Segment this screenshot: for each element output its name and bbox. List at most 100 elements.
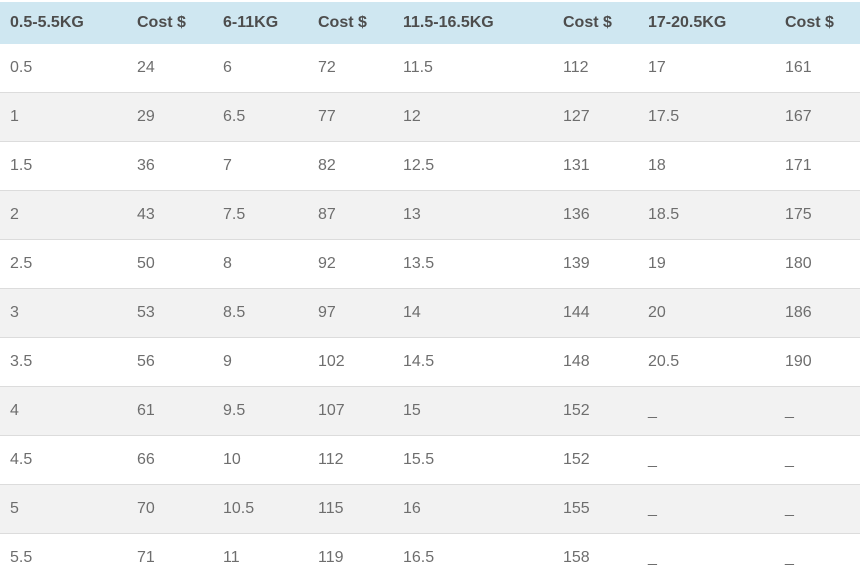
table-cell: 18.5 (638, 190, 775, 240)
table-cell: 6.5 (213, 92, 308, 142)
table-cell: 72 (318, 59, 336, 76)
table-cell: 77 (308, 92, 393, 142)
column-header-4: 11.5-16.5KG (393, 2, 553, 44)
table-cell: _ (775, 484, 860, 534)
table-cell: 17.5 (638, 92, 775, 142)
column-header-5: Cost $ (553, 2, 638, 44)
table-cell: 19 (638, 239, 775, 289)
table-cell: 15.5 (393, 435, 553, 485)
table-cell: 7 (213, 141, 308, 191)
table-cell: 13.5 (393, 239, 553, 289)
table-cell: 13 (393, 190, 553, 240)
table-cell: 5.5 (0, 533, 127, 582)
table-cell: 131 (553, 141, 638, 191)
table-cell: 115 (308, 484, 393, 534)
table-cell: 1.5 (0, 141, 127, 191)
table-cell: 171 (775, 141, 860, 191)
table-cell: 14 (393, 288, 553, 338)
table-cell: 112 (308, 435, 393, 485)
table-cell: 158 (553, 533, 638, 582)
table-cell: _ (775, 435, 860, 485)
table-cell: 53 (127, 288, 213, 338)
table-cell: 1 (0, 92, 127, 142)
table-cell: 9.5 (213, 386, 308, 436)
table-row-0: 0.5 24 6 72 11.5 112 17 161 (0, 44, 860, 93)
table-row-4: 2.5 50 8 92 13.5 139 19 180 (0, 239, 860, 289)
table-cell: 70 (127, 484, 213, 534)
table-cell: 11.5 (403, 59, 433, 76)
table-cell: 12.5 (393, 141, 553, 191)
table-cell: 167 (775, 92, 860, 142)
table-cell: 190 (775, 337, 860, 387)
table-cell: 4.5 (0, 435, 127, 485)
table-cell: 61 (127, 386, 213, 436)
table-cell: 139 (553, 239, 638, 289)
table-cell: 8.5 (213, 288, 308, 338)
table-cell: 12 (393, 92, 553, 142)
table-cell: 11 (213, 533, 308, 582)
table-cell: 180 (775, 239, 860, 289)
table-cell: 18 (638, 141, 775, 191)
table-row-1: 1 29 6.5 77 12 127 17.5 167 (0, 92, 860, 142)
table-cell: 4 (0, 386, 127, 436)
table-row-7: 4 61 9.5 107 15 152 _ _ (0, 386, 860, 436)
column-header-2: 6-11KG (213, 2, 308, 44)
table-cell: 56 (127, 337, 213, 387)
table-cell: 20.5 (638, 337, 775, 387)
table-cell: 8 (213, 239, 308, 289)
table-cell: 152 (553, 435, 638, 485)
table-cell: 136 (553, 190, 638, 240)
table-cell: 119 (308, 533, 393, 582)
table-cell: 2.5 (0, 239, 127, 289)
table-cell: 161 (785, 59, 812, 76)
table-cell: 87 (308, 190, 393, 240)
column-header-3: Cost $ (308, 2, 393, 44)
table-cell: 17 (648, 59, 666, 76)
table-cell: _ (775, 386, 860, 436)
table-cell: 71 (127, 533, 213, 582)
table-cell: _ (638, 386, 775, 436)
column-header-0: 0.5-5.5KG (0, 2, 127, 44)
table-cell: 175 (775, 190, 860, 240)
table-cell: 127 (553, 92, 638, 142)
table-cell: 29 (127, 92, 213, 142)
table-cell: 10 (213, 435, 308, 485)
table-cell: 16.5 (393, 533, 553, 582)
table-cell: 50 (127, 239, 213, 289)
table-cell: 43 (127, 190, 213, 240)
table-cell: 16 (393, 484, 553, 534)
table-cell: 15 (393, 386, 553, 436)
table-cell: 10.5 (213, 484, 308, 534)
table-row-3: 2 43 7.5 87 13 136 18.5 175 (0, 190, 860, 240)
table-cell: 186 (775, 288, 860, 338)
table-cell: 6 (223, 59, 232, 76)
table-cell: 66 (127, 435, 213, 485)
column-header-1: Cost $ (127, 2, 213, 44)
table-header-row: 0.5-5.5KG Cost $6-11KG Cost $11.5-16.5KG Co… (0, 2, 860, 44)
table-cell: 14.5 (393, 337, 553, 387)
table-cell: _ (638, 533, 775, 582)
table-cell: 7.5 (213, 190, 308, 240)
table-cell: _ (638, 484, 775, 534)
table-cell: 155 (553, 484, 638, 534)
table-cell: _ (638, 435, 775, 485)
table-row-2: 1.5 36 7 82 12.5 131 18 171 (0, 141, 860, 191)
table-cell: 3 (0, 288, 127, 338)
column-header-6: 17-20.5KG (638, 2, 775, 44)
table-cell: _ (775, 533, 860, 582)
table-cell: 107 (308, 386, 393, 436)
table-body: 0.5 24 6 72 11.5 112 17 161 1 29 6.5 77 12 127 17.5 167… (0, 44, 860, 582)
table-cell: 20 (638, 288, 775, 338)
table-cell: 5 (0, 484, 127, 534)
table-cell: 152 (553, 386, 638, 436)
table-row-9: 5 70 10.5 115 16 155 _ _ (0, 484, 860, 534)
table-row-8: 4.5 66 10 112 15.5 152 _ _ (0, 435, 860, 485)
table-cell: 112 (563, 59, 589, 76)
table-cell: 144 (553, 288, 638, 338)
table-cell: 9 (213, 337, 308, 387)
table-row-6: 3.5 56 9 102 14.5 148 20.5 190 (0, 337, 860, 387)
table-cell: 2 (0, 190, 127, 240)
column-header-7: Cost $ (775, 2, 860, 44)
